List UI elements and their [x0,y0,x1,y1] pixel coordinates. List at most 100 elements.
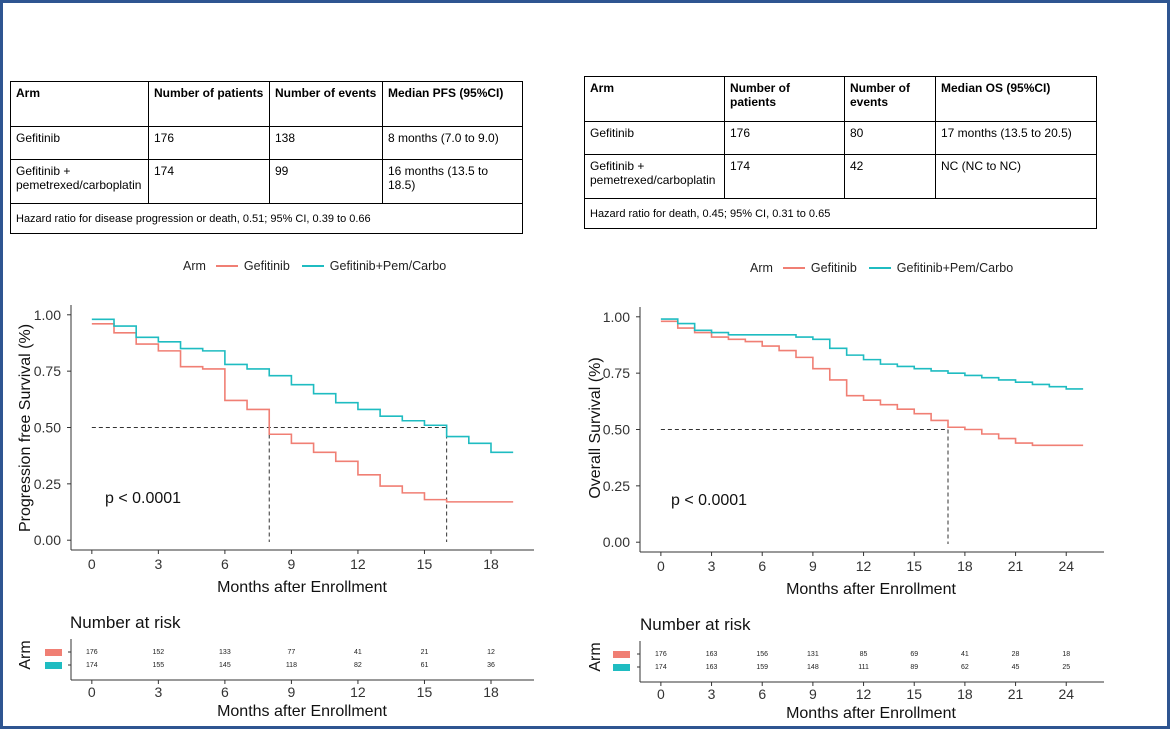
risk-count: 174 [655,664,667,671]
legend-item-combo: Gefitinib+Pem/Carbo [867,261,1013,275]
risk-count: 82 [354,662,362,669]
risk-x-tick-label: 18 [957,686,973,702]
os-summary-table: Arm Number of patients Number of events … [584,76,1097,229]
risk-count: 159 [756,664,768,671]
risk-x-tick-label: 6 [758,686,766,702]
legend-item-combo: Gefitinib+Pem/Carbo [300,259,446,273]
table-note-row: Hazard ratio for death, 0.45; 95% CI, 0.… [584,198,1097,229]
risk-count: 12 [487,649,495,656]
legend-label: Gefitinib [810,261,857,275]
y-tick-label: 1.00 [34,307,61,323]
risk-count: 41 [961,651,969,658]
km-curve-gefitinib-pem-carbo [91,318,514,454]
header-cell: Arm [10,81,149,127]
risk-count: 155 [153,662,165,669]
table-header-row: Arm Number of patients Number of events … [10,81,523,127]
risk-count: 111 [858,664,869,671]
header-cell: Median OS (95%CI) [935,76,1097,122]
risk-count: 25 [1062,664,1070,671]
x-tick-label: 3 [154,556,162,572]
risk-count: 61 [421,662,429,669]
risk-x-tick-label: 0 [88,684,96,700]
plot-group: 0.00 0.25 0.50 0.75 1.00 0 3 6 9 12 15 18 [34,305,534,572]
risk-count: 85 [860,651,868,658]
table-cell: Gefitinib + pemetrexed/carboplatin [10,159,149,204]
x-tick-label: 0 [88,556,96,572]
y-tick-label: 1.00 [603,309,630,325]
x-tick-label: 9 [288,556,296,572]
table-cell: 138 [269,126,383,160]
risk-table-title: Number at risk [70,613,181,632]
header-cell: Number of patients [724,76,845,122]
risk-count: 45 [1012,664,1020,671]
risk-x-tick-label: 15 [417,684,433,700]
p-value-annotation: p < 0.0001 [105,490,181,507]
risk-row-swatch [613,664,630,671]
x-tick-label: 3 [708,558,716,574]
risk-count: 118 [286,662,297,669]
risk-count: 21 [421,649,429,656]
table-row: Gefitinib 176 138 8 months (7.0 to 9.0) [10,126,523,160]
table-row: Gefitinib + pemetrexed/carboplatin 174 9… [10,159,523,204]
risk-x-tick-label: 3 [708,686,716,702]
risk-table-ylabel: Arm [587,642,604,671]
table-cell: 99 [269,159,383,204]
risk-table-xlabel: Months after Enrollment [217,703,387,720]
legend-title: Arm [183,259,206,273]
risk-count: 176 [655,651,667,658]
risk-count: 176 [86,649,98,656]
y-tick-label: 0.25 [34,476,61,492]
plot-group: 0.00 0.25 0.50 0.75 1.00 0 3 6 9 12 15 18 21 24 [603,307,1104,574]
risk-count: 152 [153,649,165,656]
risk-count: 89 [910,664,918,671]
risk-table-xlabel: Months after Enrollment [786,705,956,722]
risk-x-tick-label: 12 [350,684,366,700]
risk-count: 69 [910,651,918,658]
legend-swatch [301,265,324,267]
pfs-km-chart: Progression free Survival (%) Months aft… [17,305,534,720]
header-cell: Arm [584,76,725,122]
x-tick-label: 21 [1008,558,1024,574]
risk-x-tick-label: 21 [1008,686,1024,702]
y-tick-label: 0.75 [34,363,61,379]
x-tick-label: 18 [957,558,973,574]
risk-x-tick-label: 15 [906,686,922,702]
risk-count: 28 [1012,651,1020,658]
risk-x-tick-label: 18 [483,684,499,700]
legend-swatch [868,267,891,269]
x-tick-label: 15 [906,558,922,574]
risk-x-tick-label: 12 [856,686,872,702]
y-tick-label: 0.00 [34,532,61,548]
y-tick-label: 0.50 [34,420,61,436]
header-cell: Median PFS (95%CI) [382,81,523,127]
x-tick-label: 24 [1058,558,1074,574]
table-row: Gefitinib + pemetrexed/carboplatin 174 4… [584,154,1097,199]
risk-count: 131 [807,651,819,658]
legend-swatch [215,265,238,267]
x-tick-label: 6 [221,556,229,572]
risk-row-swatch [45,649,62,656]
y-axis-label: Overall Survival (%) [587,357,604,498]
table-cell: 174 [148,159,270,204]
risk-x-tick-label: 9 [809,686,817,702]
table-cell: 16 months (13.5 to 18.5) [382,159,523,204]
legend-title: Arm [750,261,773,275]
legend-item-gefitinib: Gefitinib [781,261,857,275]
risk-row-swatch [45,662,62,669]
x-axis-label: Months after Enrollment [786,581,956,598]
header-cell: Number of patients [148,81,270,127]
x-tick-label: 0 [657,558,665,574]
p-value-annotation: p < 0.0001 [671,492,747,509]
y-tick-label: 0.75 [603,365,630,381]
table-cell: 176 [724,121,845,155]
risk-count: 156 [756,651,768,658]
os-legend: Arm Gefitinib Gefitinib+Pem/Carbo [750,261,1023,275]
legend-label: Gefitinib+Pem/Carbo [896,261,1014,275]
x-axis-label: Months after Enrollment [217,579,387,596]
header-cell: Number of events [844,76,936,122]
x-tick-label: 12 [856,558,872,574]
risk-x-tick-label: 3 [154,684,162,700]
